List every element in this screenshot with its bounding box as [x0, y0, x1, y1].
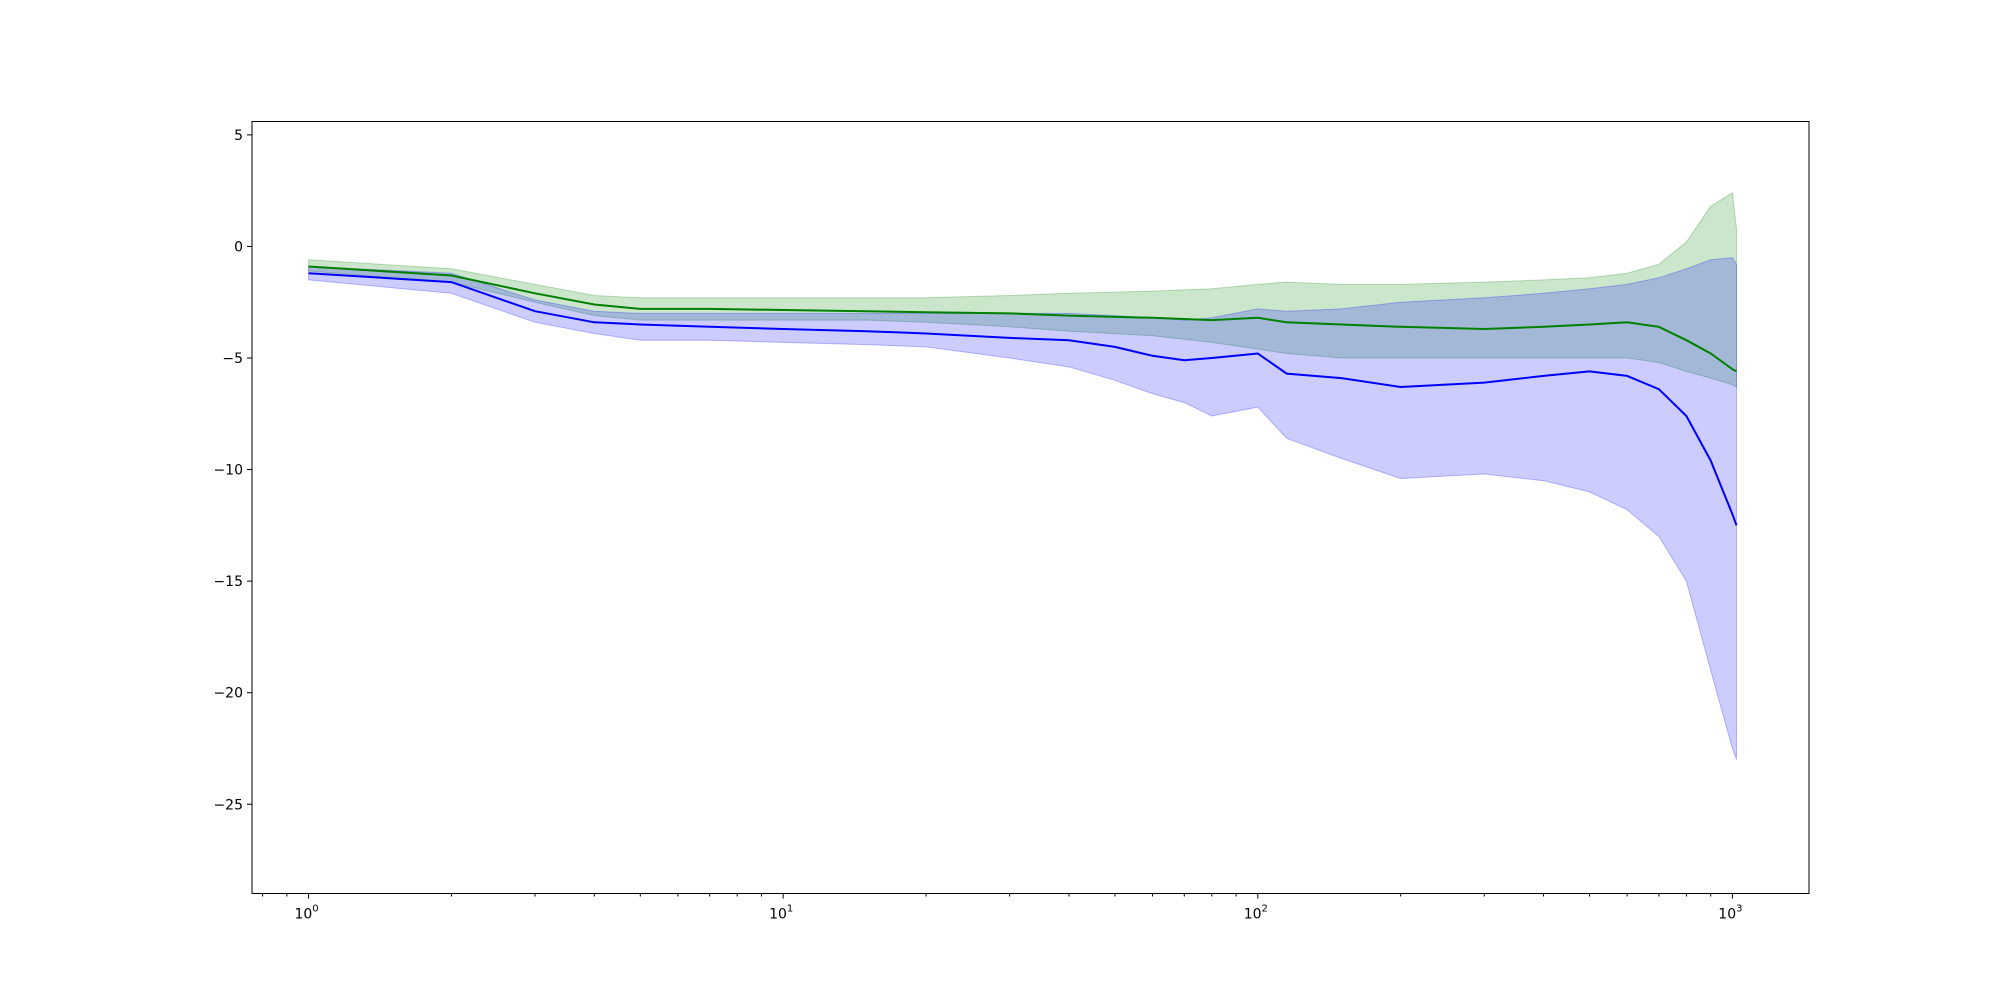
- y-axis: 5 0 −5 −10 −15 −20 −25: [213, 128, 252, 813]
- series-0-line: [308, 265, 1737, 373]
- plot-frame: [251, 121, 1810, 894]
- x-tick-label: 103: [1718, 904, 1742, 923]
- lines-layer: [308, 265, 1738, 526]
- y-tick-label: −10: [213, 463, 243, 479]
- series-0-band: [308, 192, 1737, 388]
- x-tick-label: 101: [769, 904, 793, 923]
- x-tick-label: 102: [1244, 904, 1268, 923]
- y-tick-label: −15: [213, 574, 243, 590]
- y-tick-label: −20: [213, 686, 243, 702]
- x-axis: 100 101 102 103: [262, 893, 1743, 923]
- series-1-band: [308, 257, 1737, 760]
- y-tick-label: 5: [234, 128, 243, 144]
- series-1-line: [308, 272, 1738, 526]
- y-tick-label: −5: [222, 351, 243, 367]
- x-tick-label: 100: [294, 904, 318, 923]
- bands-layer: [308, 192, 1737, 760]
- y-tick-label: −25: [213, 797, 243, 813]
- y-tick-label: 0: [234, 239, 243, 255]
